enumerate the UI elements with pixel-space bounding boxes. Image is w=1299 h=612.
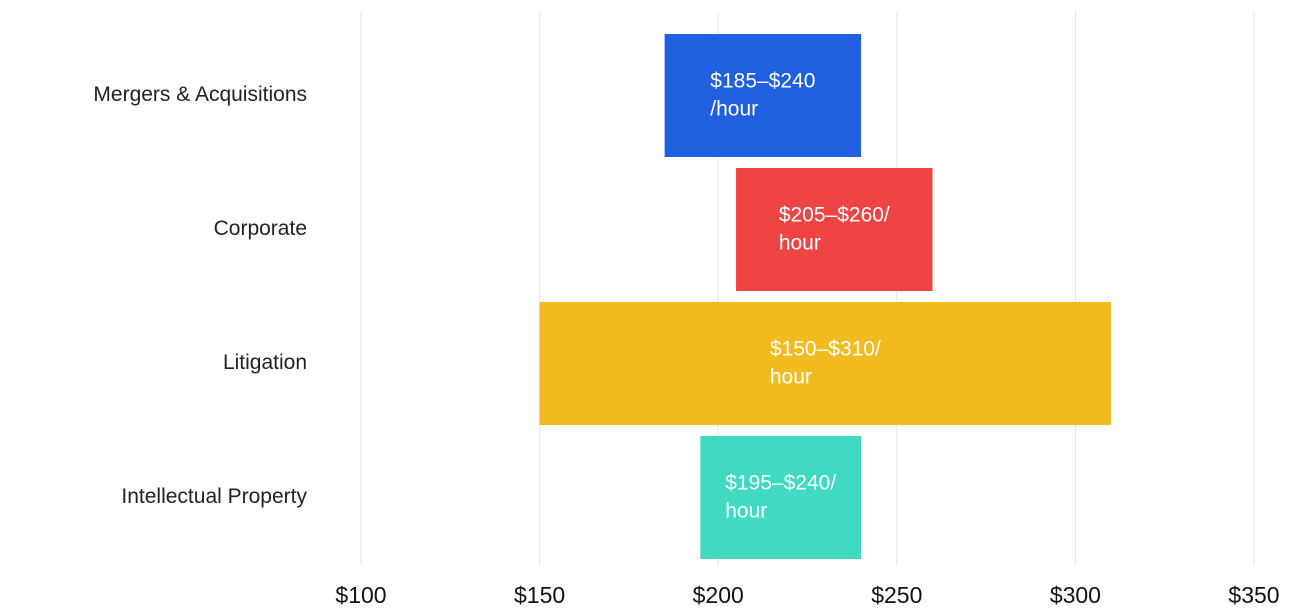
bar xyxy=(664,34,862,157)
bar xyxy=(700,436,862,559)
value-label-line: hour xyxy=(779,231,821,254)
value-label-line: hour xyxy=(770,365,812,388)
value-label: $205–$260/hour xyxy=(779,203,890,254)
x-tick-label: $150 xyxy=(514,582,565,608)
value-label-line: $195–$240/ xyxy=(725,471,836,494)
value-label-line: $150–$310/ xyxy=(770,337,881,360)
category-label: Litigation xyxy=(223,351,307,374)
value-label-line: /hour xyxy=(710,97,758,120)
value-label: $150–$310/hour xyxy=(770,337,881,388)
value-label-line: $185–$240 xyxy=(710,69,815,92)
bar xyxy=(539,302,1112,425)
x-tick-label: $250 xyxy=(871,582,922,608)
x-tick-label: $300 xyxy=(1050,582,1101,608)
x-tick-label: $200 xyxy=(693,582,744,608)
value-label: $185–$240/hour xyxy=(710,69,815,120)
value-label-line: hour xyxy=(725,499,767,522)
value-label-line: $205–$260/ xyxy=(779,203,890,226)
category-label: Mergers & Acquisitions xyxy=(93,83,307,106)
bar xyxy=(736,168,933,291)
category-label: Intellectual Property xyxy=(121,485,307,508)
x-tick-label: $100 xyxy=(335,582,386,608)
value-label: $195–$240/hour xyxy=(725,471,836,522)
category-label: Corporate xyxy=(214,217,307,240)
x-tick-label: $350 xyxy=(1228,582,1279,608)
